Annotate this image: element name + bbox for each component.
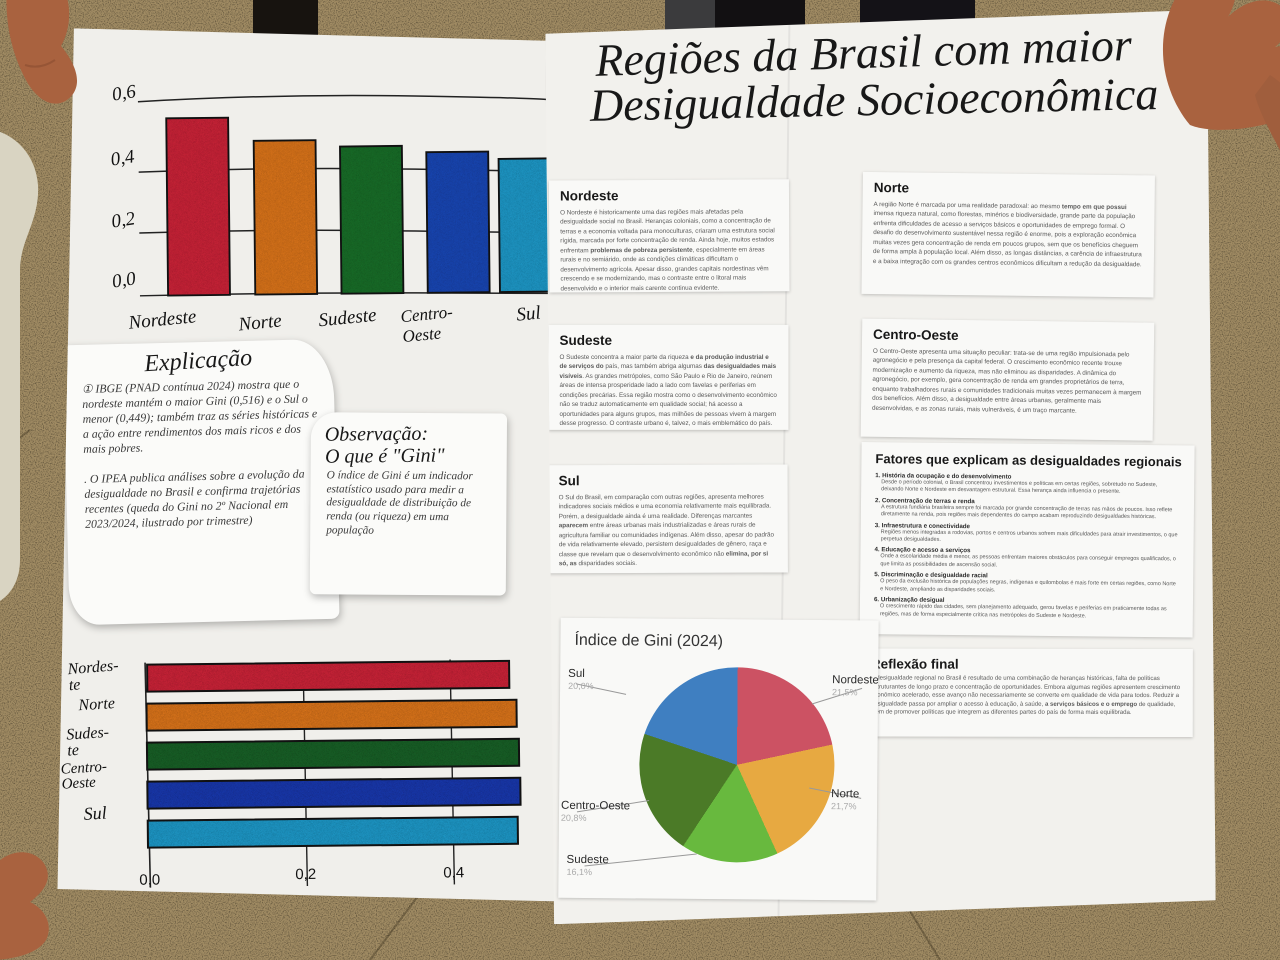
svg-text:0,2: 0,2 — [295, 866, 316, 883]
svg-text:0,0: 0,0 — [139, 872, 160, 889]
svg-text:0,4: 0,4 — [443, 864, 464, 881]
